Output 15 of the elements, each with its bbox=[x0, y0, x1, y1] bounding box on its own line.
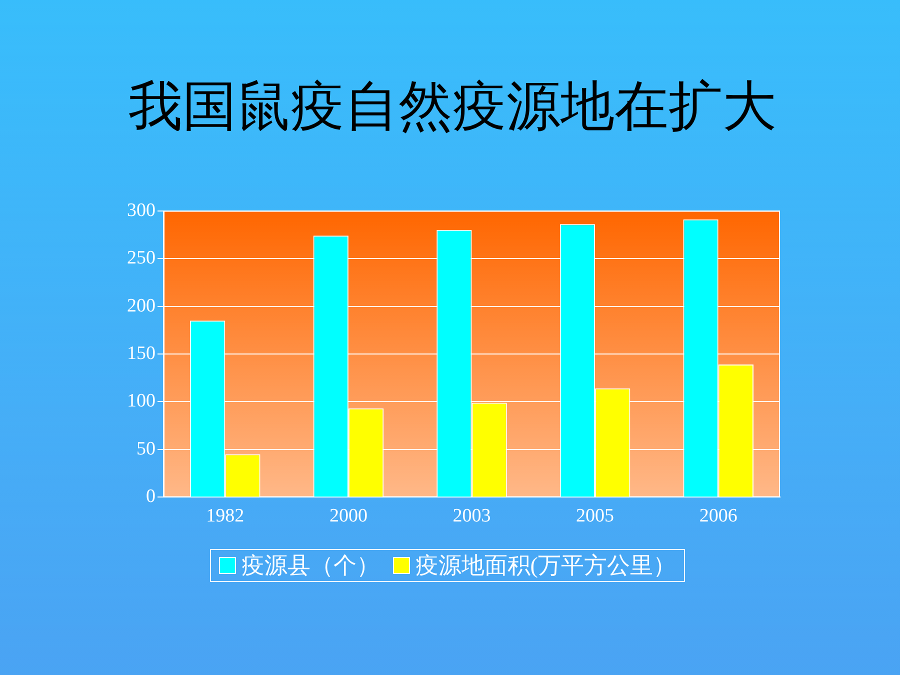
x-tick-label: 2003 bbox=[452, 506, 491, 527]
text: 疫源县（个） bbox=[241, 552, 380, 580]
y-tick-label: 0 bbox=[146, 486, 156, 508]
y-tick-label: 50 bbox=[136, 438, 156, 460]
y-tick-label: 250 bbox=[127, 248, 156, 269]
x-tick-label: 2000 bbox=[329, 506, 368, 527]
legend-label: 疫源地面积(万平方公里） bbox=[415, 552, 676, 580]
y-tick-label: 200 bbox=[127, 295, 156, 316]
x-tick-label: 2005 bbox=[576, 506, 614, 527]
x-tick-label: 2006 bbox=[699, 506, 738, 527]
chart-title: 我国鼠疫自然疫源地在扩大 bbox=[128, 76, 776, 137]
y-tick-label: 100 bbox=[127, 390, 156, 412]
y-tick-label: 150 bbox=[127, 342, 156, 364]
y-tick-label: 300 bbox=[127, 200, 156, 221]
x-tick-label: 1982 bbox=[206, 506, 244, 527]
